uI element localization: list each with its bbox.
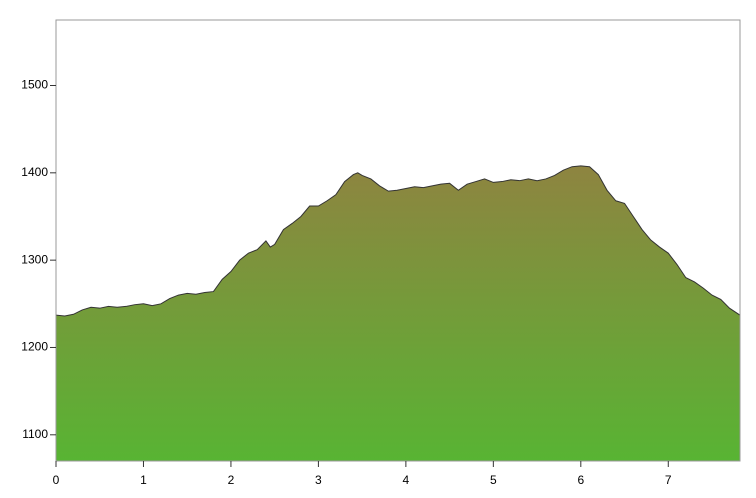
elevation-area [55,165,741,462]
y-tick-label: 1200 [21,340,48,354]
x-tick-label: 1 [140,473,147,487]
plot-frame [55,19,741,462]
x-tick-label: 2 [228,473,235,487]
x-tick-label: 0 [53,473,60,487]
x-tick-label: 6 [577,473,584,487]
x-tick-label: 3 [315,473,322,487]
y-tick-label: 1300 [21,252,48,266]
x-tick-label: 5 [490,473,497,487]
x-tick-label: 4 [403,473,410,487]
x-tick-label: 7 [665,473,672,487]
y-tick-label: 1500 [21,78,48,92]
y-tick-label: 1100 [22,427,48,441]
y-tick-label: 1400 [21,165,48,179]
